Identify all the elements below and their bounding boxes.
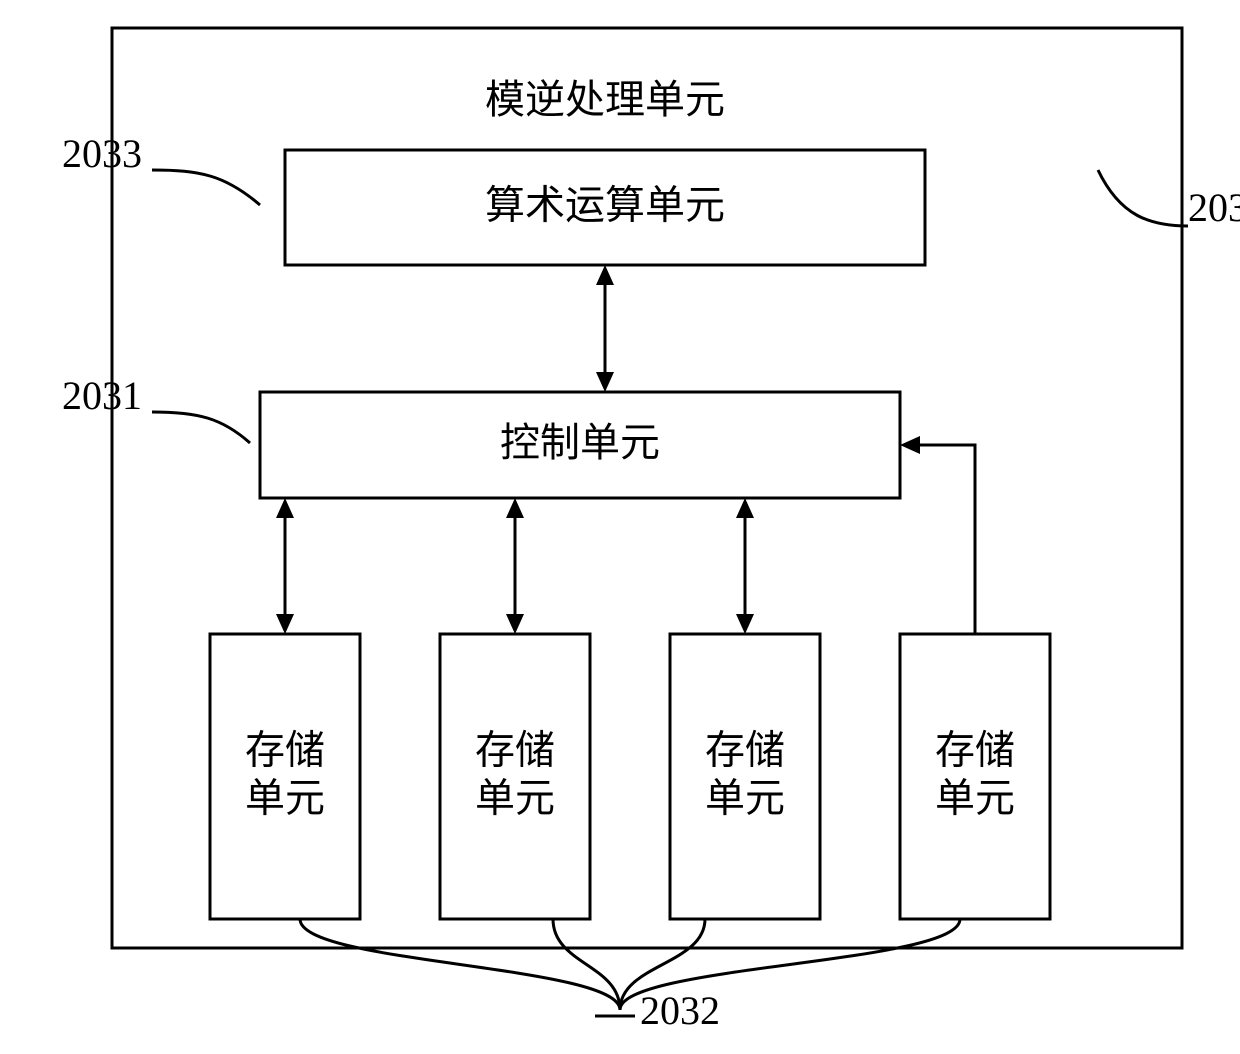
storage-unit-4-label-line1: 存储 [935, 728, 1015, 773]
storage-unit-1-label-line1: 存储 [245, 728, 325, 773]
diagram-canvas: 模逆处理单元算术运算单元控制单元存储单元存储单元存储单元存储单元20332031… [0, 0, 1240, 1054]
ref-2031-label: 2031 [62, 373, 142, 418]
storage-unit-2-label-line2: 单元 [475, 776, 555, 821]
storage-unit-2-label-line1: 存储 [475, 728, 555, 773]
storage-unit-3-label-line2: 单元 [705, 776, 785, 821]
storage-unit-4-label-line2: 单元 [935, 776, 1015, 821]
ref-2033-label: 2033 [62, 131, 142, 176]
ref-203-label: 203 [1188, 185, 1240, 230]
storage-unit-3-label-line1: 存储 [705, 728, 785, 773]
control-unit-label: 控制单元 [500, 420, 660, 465]
arithmetic-unit-label: 算术运算单元 [485, 183, 725, 228]
diagram-title: 模逆处理单元 [485, 77, 725, 122]
ref-2032-label: 2032 [640, 988, 720, 1033]
storage-unit-1-label-line2: 单元 [245, 776, 325, 821]
